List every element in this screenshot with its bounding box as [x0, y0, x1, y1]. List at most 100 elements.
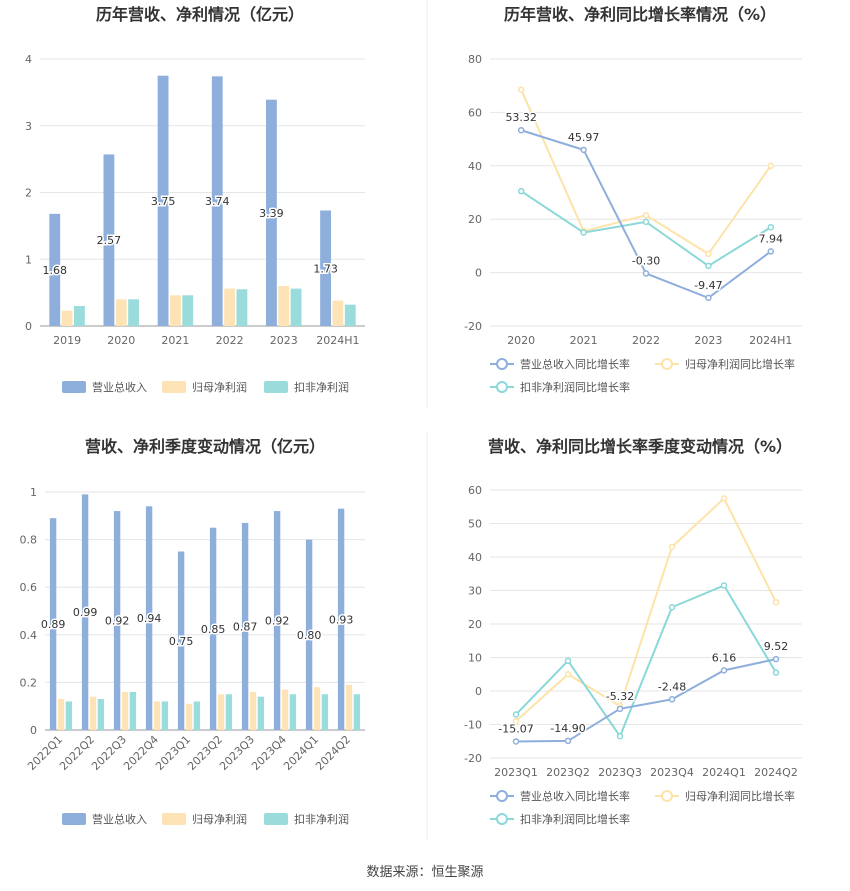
point-deducted-profit-growth: [668, 604, 676, 611]
quarterly-growth-rate-line-chart: 营收、净利同比增长率季度变动情况（%） -20 -10 0 10 20 30 40 50 60 2…: [464, 437, 802, 826]
bar-parent-profit: [249, 691, 257, 730]
point-parent-profit-growth: [642, 211, 650, 219]
legend-swatch: [162, 813, 186, 825]
bar-revenue: [337, 508, 345, 730]
series-line-deducted-profit-growth: [515, 584, 777, 739]
legend-label: 营业总收入同比增长率: [520, 357, 630, 371]
y-tick-label: 1: [25, 253, 32, 266]
x-tick-label: 2021: [161, 334, 189, 347]
bar-parent-profit: [278, 285, 290, 326]
bar-parent-profit: [281, 689, 289, 730]
bar-deducted-profit: [161, 701, 169, 730]
y-tick-label: 60: [468, 106, 482, 119]
x-tick-label: 2023: [694, 334, 722, 347]
point-revenue-growth: [720, 667, 728, 674]
bar-data-label: 0.92: [105, 615, 130, 628]
point-revenue-growth: [616, 705, 624, 713]
y-tick-label: 80: [468, 53, 482, 66]
point-deducted-profit-growth: [705, 262, 712, 270]
x-tick-label: 2023Q3: [598, 766, 642, 779]
y-tick-label: -10: [464, 719, 482, 732]
x-tick-label: 2023Q2: [546, 766, 590, 779]
y-tick-label: 20: [468, 618, 482, 631]
point-data-label: -0.30: [632, 254, 660, 267]
data-source-caption: 数据来源：恒生聚源: [366, 865, 483, 880]
bar-deducted-profit: [289, 694, 297, 730]
x-tick-label: 2023Q4: [650, 766, 694, 779]
point-revenue-growth: [668, 696, 676, 703]
bar-revenue: [157, 75, 169, 326]
y-tick-label: 0: [30, 724, 37, 737]
point-deducted-profit-growth: [517, 187, 525, 195]
bar-revenue: [209, 527, 217, 730]
legend-label: 扣非净利润同比增长率: [520, 380, 630, 394]
y-tick-label: 0.4: [20, 629, 38, 642]
bar-revenue: [103, 154, 115, 326]
bar-revenue: [273, 511, 281, 730]
y-tick-label: 1: [30, 486, 37, 499]
y-tick-label: 50: [468, 518, 482, 531]
point-parent-profit-growth: [668, 543, 676, 551]
x-tick-label: 2021: [570, 334, 598, 347]
legend-swatch: [264, 381, 288, 393]
x-tick-label: 2022: [632, 334, 660, 347]
y-tick-label: 40: [468, 551, 482, 564]
point-parent-profit-growth: [517, 86, 525, 93]
bar-data-label: 0.87: [233, 620, 258, 633]
bar-data-label: 0.94: [137, 612, 162, 625]
bar-deducted-profit: [97, 699, 105, 730]
point-data-label: -5.32: [606, 690, 634, 703]
point-parent-profit-growth: [767, 162, 775, 170]
x-tick-label: 2024H1: [749, 334, 792, 347]
x-tick-label: 2020: [507, 334, 535, 347]
legend-label: 扣非净利润同比增长率: [520, 812, 630, 826]
point-deducted-profit-growth: [720, 582, 728, 589]
bar-parent-profit: [224, 288, 235, 326]
legend-label: 归母净利润同比增长率: [685, 789, 795, 803]
bar-revenue: [211, 76, 223, 326]
bar-parent-profit: [345, 684, 353, 730]
y-tick-label: 0.8: [20, 534, 38, 547]
point-data-label: 9.52: [764, 640, 789, 653]
x-tick-label: 2023Q1: [494, 766, 538, 779]
chart-title: 历年营收、净利同比增长率情况（%）: [504, 5, 776, 24]
point-data-label: -15.07: [498, 722, 533, 735]
legend-label: 营业总收入: [92, 812, 147, 826]
chart-title: 营收、净利同比增长率季度变动情况（%）: [488, 437, 792, 456]
y-tick-label: 3: [25, 120, 32, 133]
bar-data-label: 0.89: [41, 618, 66, 631]
legend-swatch-marker: [496, 381, 508, 393]
bar-deducted-profit: [344, 304, 356, 326]
point-deducted-profit-growth: [580, 229, 587, 236]
bar-deducted-profit: [321, 694, 329, 730]
point-revenue-growth: [580, 146, 587, 154]
point-parent-profit-growth: [705, 250, 712, 258]
x-tick-label: 2020: [107, 334, 135, 347]
legend-swatch: [62, 813, 86, 825]
bar-deducted-profit: [353, 694, 361, 730]
point-parent-profit-growth: [720, 495, 728, 502]
series-line-revenue-growth: [515, 658, 777, 743]
bar-parent-profit: [115, 299, 127, 326]
point-data-label: 6.16: [712, 651, 737, 664]
bar-deducted-profit: [129, 691, 137, 730]
bar-deducted-profit: [193, 701, 201, 730]
legend-swatch-marker: [496, 813, 508, 825]
series-line-parent-profit-growth: [515, 496, 777, 722]
chart-title: 营收、净利季度变动情况（亿元）: [85, 437, 325, 456]
bar-revenue: [113, 511, 121, 730]
legend-swatch-marker: [496, 358, 508, 370]
y-tick-label: 2: [25, 187, 32, 200]
point-deducted-profit-growth: [616, 732, 624, 740]
bar-revenue: [305, 539, 313, 730]
legend-swatch: [62, 381, 86, 393]
bar-revenue: [49, 518, 57, 730]
point-parent-profit-growth: [564, 671, 572, 678]
y-tick-label: 0.2: [20, 676, 38, 689]
bar-data-label: 1.68: [43, 264, 68, 277]
series-line-parent-profit-growth: [520, 89, 772, 256]
bar-revenue: [177, 551, 185, 730]
point-data-label: -14.90: [550, 722, 585, 735]
y-tick-label: 30: [468, 585, 482, 598]
point-data-label: -9.47: [694, 279, 722, 292]
